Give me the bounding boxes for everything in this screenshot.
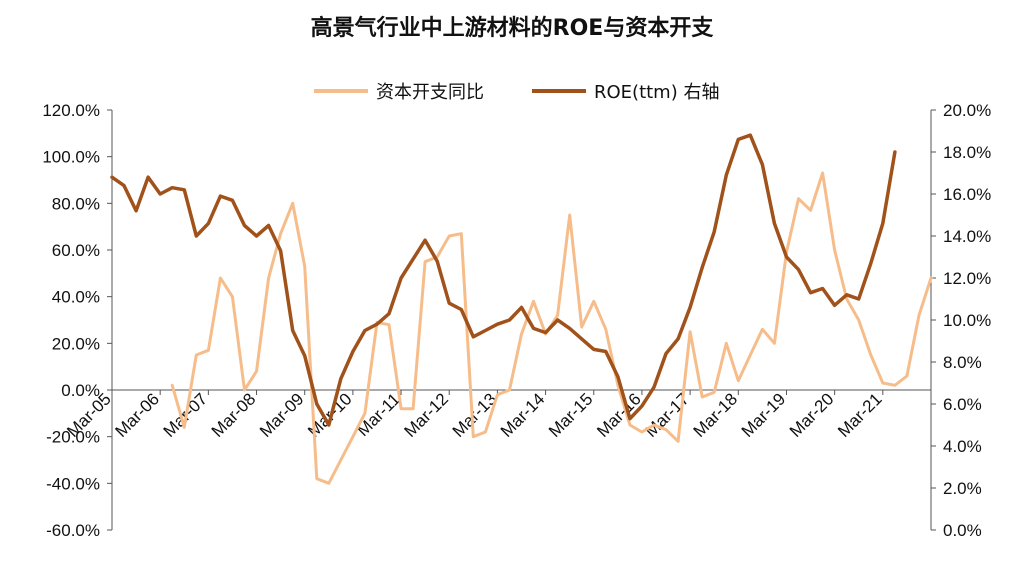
left-y-tick-label: 60.0% [52,241,100,260]
right-y-tick-label: 20.0% [943,101,991,120]
left-y-tick-label: 80.0% [52,194,100,213]
x-tick-label: Mar-06 [111,389,163,441]
x-tick-label: Mar-16 [593,389,645,441]
x-tick-label: Mar-08 [208,389,260,441]
left-y-tick-label: 20.0% [52,334,100,353]
roe-ttm-line [110,133,897,427]
right-y-tick-label: 12.0% [943,269,991,288]
left-y-tick-label: 100.0% [42,148,100,167]
left-y-tick-label: 0.0% [61,381,100,400]
x-tick-label: Mar-12 [401,389,453,441]
legend-swatch-capex [314,89,368,93]
right-y-tick-label: 2.0% [943,479,982,498]
left-y-tick-label: -20.0% [46,428,100,447]
x-tick-label: Mar-11 [353,389,404,440]
left-y-tick-label: 120.0% [42,101,100,120]
right-y-tick-label: 4.0% [943,437,982,456]
right-y-tick-label: 8.0% [943,353,982,372]
x-tick-label: Mar-18 [690,389,742,441]
x-tick-label: Mar-19 [738,389,790,441]
chart-title: 高景气行业中上游材料的ROE与资本开支 [310,16,714,41]
x-tick-label: Mar-20 [786,389,838,441]
right-y-tick-label: 6.0% [943,395,982,414]
legend-label-capex: 资本开支同比 [376,82,484,103]
right-y-tick-label: 14.0% [943,227,991,246]
left-y-tick-label: 40.0% [52,288,100,307]
legend-item-roe: ROE(ttm) 右轴 [532,76,719,106]
x-tick-label: Mar-21 [834,389,886,441]
chart-legend: 资本开支同比 ROE(ttm) 右轴 [0,76,1024,106]
x-tick-label: Mar-14 [497,389,549,441]
right-y-tick-label: 0.0% [943,521,982,540]
left-y-tick-label: -40.0% [46,474,100,493]
right-y-tick-label: 10.0% [943,311,991,330]
left-y-tick-label: -60.0% [46,521,100,540]
legend-label-roe: ROE(ttm) 右轴 [594,82,720,103]
legend-item-capex: 资本开支同比 [314,76,484,106]
right-y-tick-label: 18.0% [943,143,991,162]
legend-swatch-roe [532,89,586,93]
right-y-tick-label: 16.0% [943,185,991,204]
x-tick-label: Mar-09 [256,389,308,441]
x-tick-label: Mar-15 [545,389,597,441]
